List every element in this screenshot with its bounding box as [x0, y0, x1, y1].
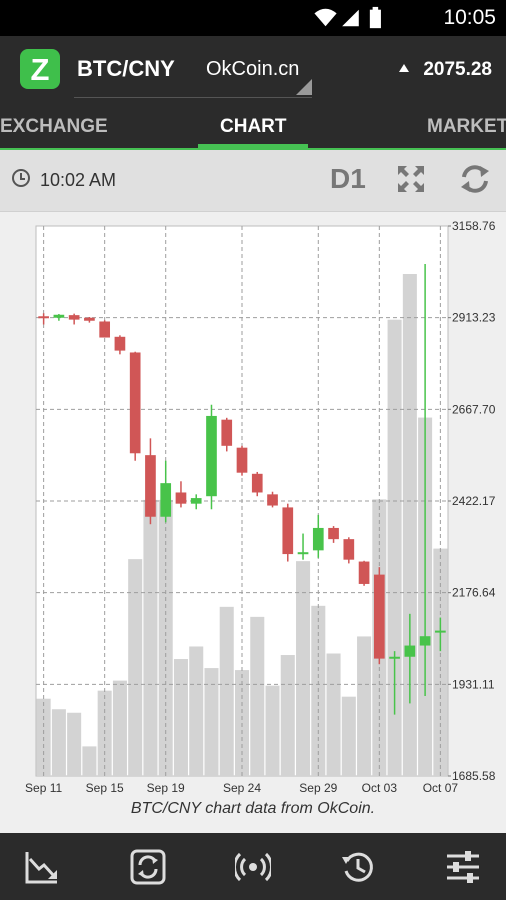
candle-body — [38, 316, 49, 319]
tab-chart[interactable]: CHART — [220, 116, 287, 137]
app-bar: Z BTC/CNY OkCoin.cn 2075.28 — [0, 36, 506, 102]
clock-icon — [12, 169, 30, 187]
logo-letter: Z — [30, 52, 50, 87]
volume-bar — [143, 499, 158, 776]
sliders-icon[interactable] — [445, 849, 481, 885]
candle-body — [53, 314, 65, 318]
price-up-icon — [399, 64, 409, 72]
candle-body — [190, 498, 202, 504]
volume-bar — [357, 636, 372, 776]
tab-market[interactable]: MARKET — [427, 116, 506, 137]
volume-bar — [128, 559, 143, 776]
volume-bar — [51, 709, 66, 776]
volume-bar — [173, 659, 188, 776]
volume-bar — [82, 746, 97, 776]
broadcast-icon[interactable] — [235, 849, 271, 885]
status-icons — [314, 6, 381, 29]
volume-bar — [387, 319, 402, 776]
y-tick-label: 2422.17 — [452, 494, 496, 508]
signal-icon — [342, 9, 359, 27]
volume-bar — [67, 712, 82, 776]
candle-body — [435, 630, 446, 633]
candle-body — [358, 561, 370, 584]
last-price: 2075.28 — [423, 59, 492, 80]
volume-bar — [112, 680, 127, 776]
x-tick-label: Sep 29 — [299, 781, 337, 795]
candle-body — [236, 447, 248, 473]
candle-body — [343, 539, 355, 560]
bottom-nav — [0, 833, 506, 900]
history-icon[interactable] — [340, 849, 376, 885]
candle-body — [160, 483, 172, 517]
volume-bar — [219, 606, 234, 776]
x-tick-label: Sep 11 — [25, 781, 62, 795]
candlestick-chart[interactable]: 3158.76 2913.23 2667.70 2422.17 2176.64 1931.… — [0, 212, 506, 802]
tab-exchange[interactable]: EXCHANGE — [0, 116, 108, 137]
candle-body — [328, 527, 339, 540]
candle-body — [129, 352, 141, 454]
candle-body — [145, 455, 156, 517]
battery-icon — [369, 6, 381, 29]
y-tick-label: 2913.23 — [452, 311, 496, 325]
volume-bar — [189, 646, 204, 776]
x-tick-label: Oct 03 — [362, 781, 398, 795]
x-tick-label: Sep 15 — [86, 781, 124, 795]
y-tick-label: 1685.58 — [452, 769, 496, 783]
wifi-icon — [314, 8, 337, 27]
app-logo[interactable]: Z — [20, 49, 60, 89]
candle-body — [389, 656, 400, 659]
candle-body — [84, 317, 95, 321]
candle-body — [404, 645, 416, 657]
tab-bar: EXCHANGE CHART MARKET — [0, 102, 506, 150]
candle-body — [267, 494, 278, 506]
candle-body — [282, 507, 294, 555]
period-selector[interactable]: D1 — [330, 163, 366, 194]
y-tick-label: 2176.64 — [452, 586, 496, 600]
volume-bar — [341, 696, 356, 776]
volume-bar — [326, 653, 341, 776]
x-tick-label: Oct 07 — [423, 781, 459, 795]
candle-body — [221, 419, 233, 446]
chart-caption: BTC/CNY chart data from OkCoin. — [130, 800, 376, 817]
status-time: 10:05 — [443, 6, 496, 29]
volume-bar — [250, 616, 265, 776]
chart-toolbar: 10:02 AM D1 — [0, 150, 506, 212]
candle-body — [251, 473, 263, 493]
y-tick-label: 1931.11 — [452, 677, 495, 691]
volume-bar — [280, 655, 295, 776]
chart-area[interactable]: 3158.76 2913.23 2667.70 2422.17 2176.64 1931.… — [0, 212, 506, 832]
exchange-select[interactable]: OkCoin.cn — [74, 50, 312, 98]
y-tick-label: 3158.76 — [452, 219, 496, 233]
exchange-name: OkCoin.cn — [206, 58, 300, 80]
fullscreen-icon[interactable] — [396, 164, 426, 194]
volume-bar — [296, 561, 311, 776]
candle-body — [373, 574, 385, 659]
candle-body — [68, 315, 80, 320]
trend-down-icon[interactable] — [24, 849, 60, 885]
x-tick-label: Sep 24 — [223, 781, 261, 795]
status-bar: 10:05 — [0, 0, 506, 36]
currency-pair: BTC/CNY — [77, 56, 175, 81]
candle-body — [114, 336, 126, 351]
volume-bar — [158, 499, 173, 776]
swap-refresh-icon[interactable] — [130, 849, 166, 885]
candle-body — [297, 552, 309, 555]
volume-bar — [204, 668, 219, 776]
dropdown-triangle-icon — [296, 79, 312, 95]
update-time: 10:02 AM — [40, 170, 117, 190]
x-tick-label: Sep 19 — [147, 781, 185, 795]
candle-body — [206, 415, 217, 497]
volume-bar — [265, 685, 280, 776]
candle-body — [175, 492, 187, 504]
candle-body — [419, 636, 431, 646]
y-tick-label: 2667.70 — [452, 402, 496, 416]
candle-body — [312, 527, 324, 551]
candle-body — [99, 321, 111, 338]
active-tab-indicator — [198, 144, 308, 148]
refresh-icon[interactable] — [458, 162, 492, 196]
